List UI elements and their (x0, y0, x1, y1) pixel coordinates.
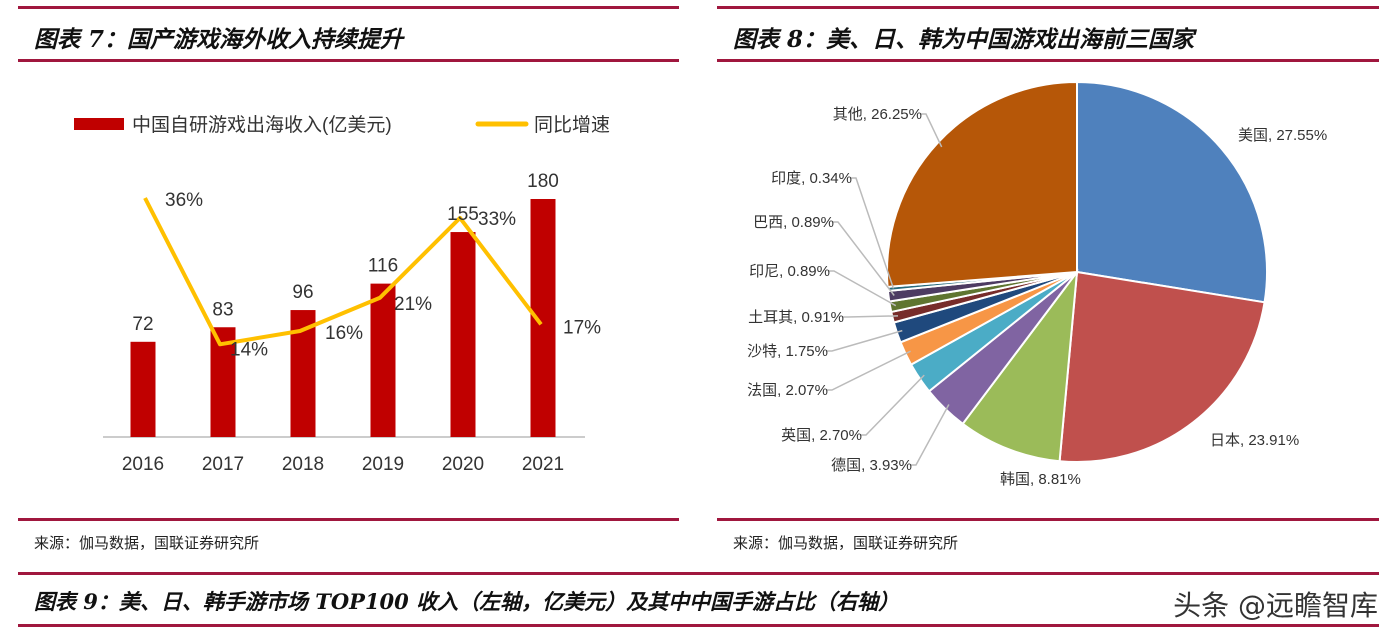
growth-label-2018: 16% (325, 323, 363, 344)
pie-label-土耳其: 土耳其, 0.91% (748, 309, 844, 326)
leader-line-印度 (850, 177, 895, 289)
pie-label-印度: 印度, 0.34% (771, 170, 852, 187)
pie-label-日本: 日本, 23.91% (1210, 432, 1299, 449)
bar-line-chart: 中国自研游戏出海收入(亿美元) 同比增速 72 2016 36% 83 2017 14% 9… (74, 114, 610, 475)
fig8-top-rule (717, 6, 1379, 9)
fig9-top-rule (18, 572, 1379, 575)
pie-label-德国: 德国, 3.93% (831, 456, 912, 474)
pie-label-其他: 其他, 26.25% (833, 106, 922, 123)
leader-line-印尼 (828, 270, 897, 307)
pie-slice-其他 (886, 80, 1078, 288)
leader-line-英国 (860, 374, 925, 436)
legend-bar-label: 中国自研游戏出海收入(亿美元) (132, 114, 392, 136)
x-tick-2021: 2021 (522, 454, 564, 475)
bar-2019 (370, 283, 396, 437)
fig9-title: 图表 9：美、日、韩手游市场 TOP100 收入（左轴，亿美元）及其中中国手游占… (34, 589, 900, 614)
pie-label-沙特: 沙特, 1.75% (747, 343, 828, 360)
pie-slice-韩国 (961, 268, 1079, 463)
leader-line-巴西 (832, 221, 895, 296)
x-tick-2017: 2017 (202, 454, 244, 475)
pie-label-韩国: 韩国, 8.81% (1000, 471, 1081, 488)
x-tick-2019: 2019 (362, 454, 404, 475)
growth-line (143, 197, 543, 347)
bar-2016 (130, 341, 156, 437)
growth-label-2016: 36% (165, 190, 203, 211)
fig7-bottom-rule (18, 59, 679, 62)
bar-label-2021: 180 (527, 171, 559, 192)
pie-chart: 美国, 27.55% 日本, 23.91% 韩国, 8.81% 德国, 3.93% 英国… (747, 80, 1327, 488)
bar-label-2017: 83 (212, 299, 233, 320)
leader-line-法国 (826, 350, 911, 391)
legend-bar-swatch (74, 118, 124, 130)
legend-line-label: 同比增速 (534, 114, 610, 136)
x-tick-2018: 2018 (282, 454, 324, 475)
leader-line-其他 (920, 113, 943, 148)
pie-slice-日本 (1058, 270, 1266, 463)
bar-label-2016: 72 (132, 314, 153, 335)
bar-2020 (450, 232, 476, 437)
growth-label-2019: 21% (394, 294, 432, 315)
fig7-title: 图表 7：国产游戏海外收入持续提升 (34, 26, 404, 53)
x-tick-2020: 2020 (442, 454, 484, 475)
fig8-bottom-rule (717, 59, 1379, 62)
pie-label-法国: 法国, 2.07% (747, 382, 828, 399)
pie-label-巴西: 巴西, 0.89% (753, 214, 834, 231)
fig8-source-rule (717, 518, 1379, 521)
bar-label-2019: 116 (368, 256, 398, 277)
fig7-top-rule (18, 6, 679, 9)
fig9-bottom-rule (18, 624, 1379, 627)
leader-line-德国 (910, 404, 950, 466)
fig7-source-rule (18, 518, 679, 521)
fig7-source: 来源：伽马数据，国联证券研究所 (34, 534, 260, 552)
fig8-source: 来源：伽马数据，国联证券研究所 (733, 534, 959, 552)
pie-label-英国: 英国, 2.70% (781, 426, 862, 444)
growth-label-2021: 17% (563, 317, 601, 338)
leader-line-沙特 (826, 329, 903, 352)
x-tick-2016: 2016 (122, 454, 164, 475)
pie-slice-美国 (1076, 80, 1268, 304)
pie-label-印尼: 印尼, 0.89% (749, 263, 830, 280)
bar-label-2020: 155 (447, 204, 479, 225)
leader-line-土耳其 (842, 315, 899, 318)
fig8-title: 图表 8：美、日、韩为中国游戏出海前三国家 (733, 26, 1195, 53)
growth-label-2017: 14% (230, 339, 268, 360)
pie-label-美国: 美国, 27.55% (1238, 127, 1327, 144)
legend: 中国自研游戏出海收入(亿美元) 同比增速 (74, 114, 610, 136)
growth-label-2020: 33% (478, 209, 516, 230)
watermark: 头条 @远瞻智库 (1173, 584, 1378, 624)
bar-label-2018: 96 (292, 282, 313, 303)
